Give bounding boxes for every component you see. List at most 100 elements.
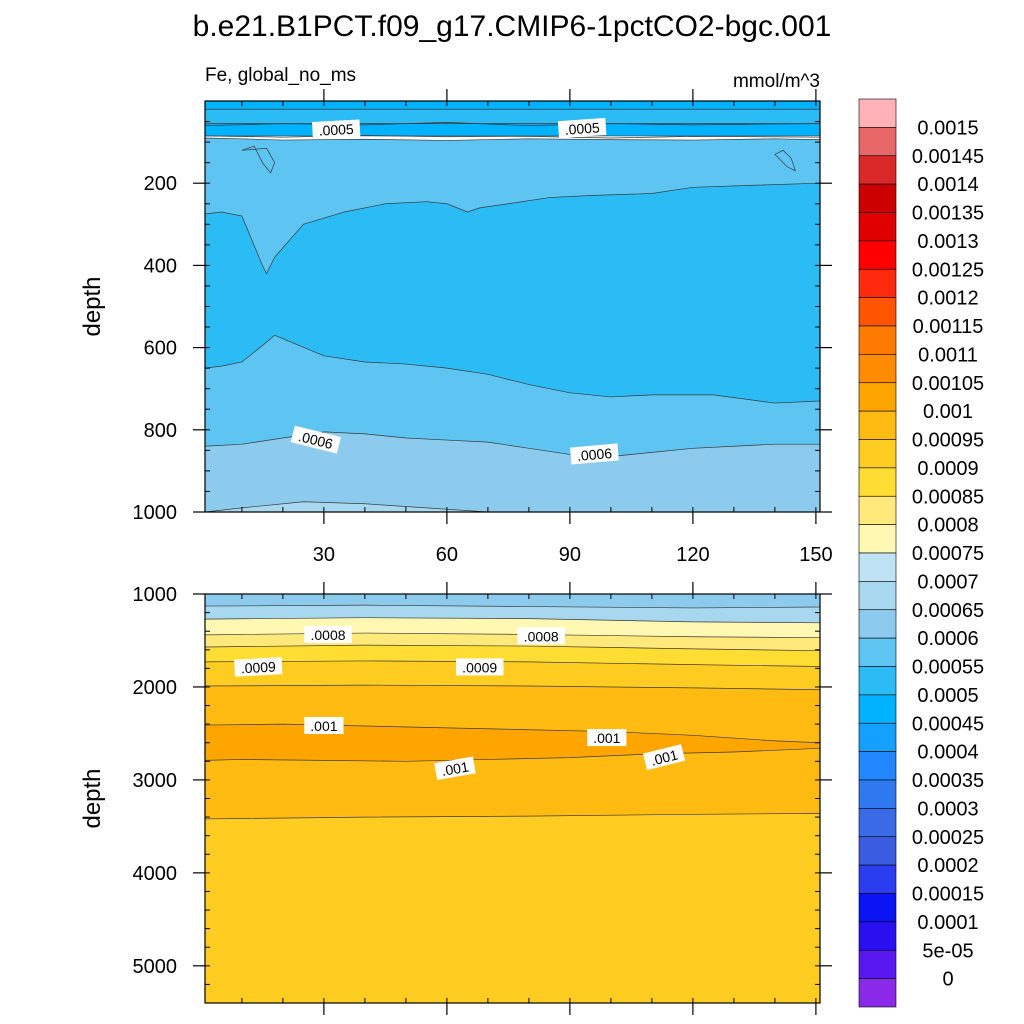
y-tick-label: 5000 xyxy=(133,956,178,978)
x-tick-label: 120 xyxy=(676,544,709,566)
y-tick-label: 800 xyxy=(144,420,177,442)
y-axis-label: depth xyxy=(79,276,106,336)
colorbar-swatch xyxy=(858,382,897,412)
colorbar-label: 0.0009 xyxy=(917,458,978,480)
panel-units-label: mmol/m^3 xyxy=(733,71,820,92)
contour-label-bg xyxy=(570,443,619,465)
contour-label: .001 xyxy=(304,716,344,734)
colorbar-swatch xyxy=(858,354,897,384)
lower-panel: .0008 .0008 .0009 .0009 .001 .001 .001 .001 1000… xyxy=(79,582,832,1015)
y-tick-label: 1000 xyxy=(133,502,178,524)
colorbar-label: 0.00095 xyxy=(912,430,984,452)
contour-label: .0009 xyxy=(455,658,504,676)
colorbar-swatch xyxy=(858,439,897,469)
y-tick-label: 4000 xyxy=(133,863,178,885)
colorbar-label: 0.00115 xyxy=(913,316,984,338)
colorbar-label: 0.0001 xyxy=(917,912,978,934)
contour-label-bg xyxy=(312,119,361,140)
contour-band xyxy=(205,108,820,124)
colorbar-label: 0.0005 xyxy=(917,685,978,707)
contour-label-text: .0005 xyxy=(318,121,354,139)
contour-label-bg xyxy=(557,117,607,139)
colorbar-label: 0.001 xyxy=(923,401,973,423)
colorbar-label: 0.00145 xyxy=(912,146,984,168)
colorbar-label: 0.00015 xyxy=(912,884,984,906)
contour-label-bg xyxy=(587,729,627,747)
colorbar-swatch xyxy=(858,268,897,298)
colorbar-swatch xyxy=(858,978,897,1008)
colorbar-label: 0.0011 xyxy=(918,344,978,366)
contour-label-bg xyxy=(643,744,686,771)
contour-label-text: .0009 xyxy=(462,659,497,675)
colorbar-label: 0.0015 xyxy=(917,117,978,139)
y-tick-label: 2000 xyxy=(133,677,178,699)
colorbar-swatch xyxy=(858,836,897,866)
contour-line xyxy=(774,149,796,172)
contour-label: .0006 xyxy=(570,443,619,465)
colorbar-swatch xyxy=(858,212,897,242)
contour-label-bg xyxy=(434,756,476,781)
contour-band xyxy=(205,813,820,1003)
y-tick-label: 200 xyxy=(144,173,177,195)
contour-band xyxy=(205,594,820,609)
contour-label-text: .001 xyxy=(593,730,620,746)
colorbar-swatch xyxy=(858,552,897,582)
colorbar-label: 0.00045 xyxy=(912,713,984,735)
contour-label-bg xyxy=(517,627,565,645)
contour-label-text: .0008 xyxy=(524,628,559,644)
colorbar-swatch xyxy=(858,524,897,554)
figure-title: b.e21.B1PCT.f09_g17.CMIP6-1pctCO2-bgc.00… xyxy=(193,10,832,43)
colorbar-label: 0.0006 xyxy=(917,628,978,650)
colorbar-label: 0.0013 xyxy=(917,231,978,253)
colorbar-label: 0.0007 xyxy=(917,571,978,593)
contour-label: .001 xyxy=(643,744,686,771)
contour-label: .0008 xyxy=(304,625,352,643)
colorbar-swatch xyxy=(858,325,897,355)
contour-label: .0008 xyxy=(517,627,565,645)
colorbar-label: 0.00075 xyxy=(912,543,984,565)
colorbar-label: 0 xyxy=(942,969,953,991)
y-axis-label: depth xyxy=(79,768,106,828)
y-tick-label: 3000 xyxy=(133,770,178,792)
colorbar-swatch xyxy=(858,864,897,894)
contour-label-bg xyxy=(290,425,341,454)
colorbar-label: 0.0014 xyxy=(917,174,978,196)
colorbar-swatch xyxy=(858,779,897,809)
contour-line xyxy=(241,145,276,174)
contour-label: .0005 xyxy=(312,119,361,140)
panel-left-label: Fe, global_no_ms xyxy=(205,65,356,86)
contour-label-text: .001 xyxy=(310,718,337,734)
colorbar-label: 0.0003 xyxy=(917,798,978,820)
colorbar-swatch xyxy=(858,410,897,440)
contour-label-text: .0009 xyxy=(240,659,276,677)
colorbar-swatch xyxy=(858,949,897,979)
x-tick-label: 30 xyxy=(313,544,335,566)
contour-label-text: .0005 xyxy=(564,119,600,137)
y-tick-label: 600 xyxy=(144,338,177,360)
colorbar-label: 0.00055 xyxy=(912,657,984,679)
colorbar-label: 0.00065 xyxy=(912,600,984,622)
x-tick-label: 60 xyxy=(436,544,458,566)
colorbar-label: 5e-05 xyxy=(922,940,973,962)
colorbar: 0.0015 0.00145 0.0014 0.00135 0.0013 0.00125 0… xyxy=(858,98,984,1008)
colorbar-swatch xyxy=(858,637,897,667)
contour-label: .0005 xyxy=(557,117,607,139)
colorbar-swatch xyxy=(858,297,897,327)
colorbar-label: 0.0008 xyxy=(917,515,978,537)
colorbar-label: 0.00105 xyxy=(912,373,984,395)
contour-label: .0009 xyxy=(234,657,283,677)
contour-label-bg xyxy=(304,716,344,734)
colorbar-label: 0.00125 xyxy=(912,259,984,281)
y-tick-label: 1000 xyxy=(133,584,178,606)
contour-label: .001 xyxy=(434,756,476,781)
colorbar-label: 0.0012 xyxy=(917,288,978,310)
colorbar-label: 0.0004 xyxy=(917,742,978,764)
colorbar-label: 0.00025 xyxy=(912,827,984,849)
colorbar-label: 0.00135 xyxy=(912,203,984,225)
colorbar-swatch xyxy=(858,808,897,838)
plot-area: .0005.0005.0006.0006 xyxy=(205,101,820,512)
x-tick-label: 150 xyxy=(799,544,832,566)
colorbar-swatch xyxy=(858,127,897,157)
